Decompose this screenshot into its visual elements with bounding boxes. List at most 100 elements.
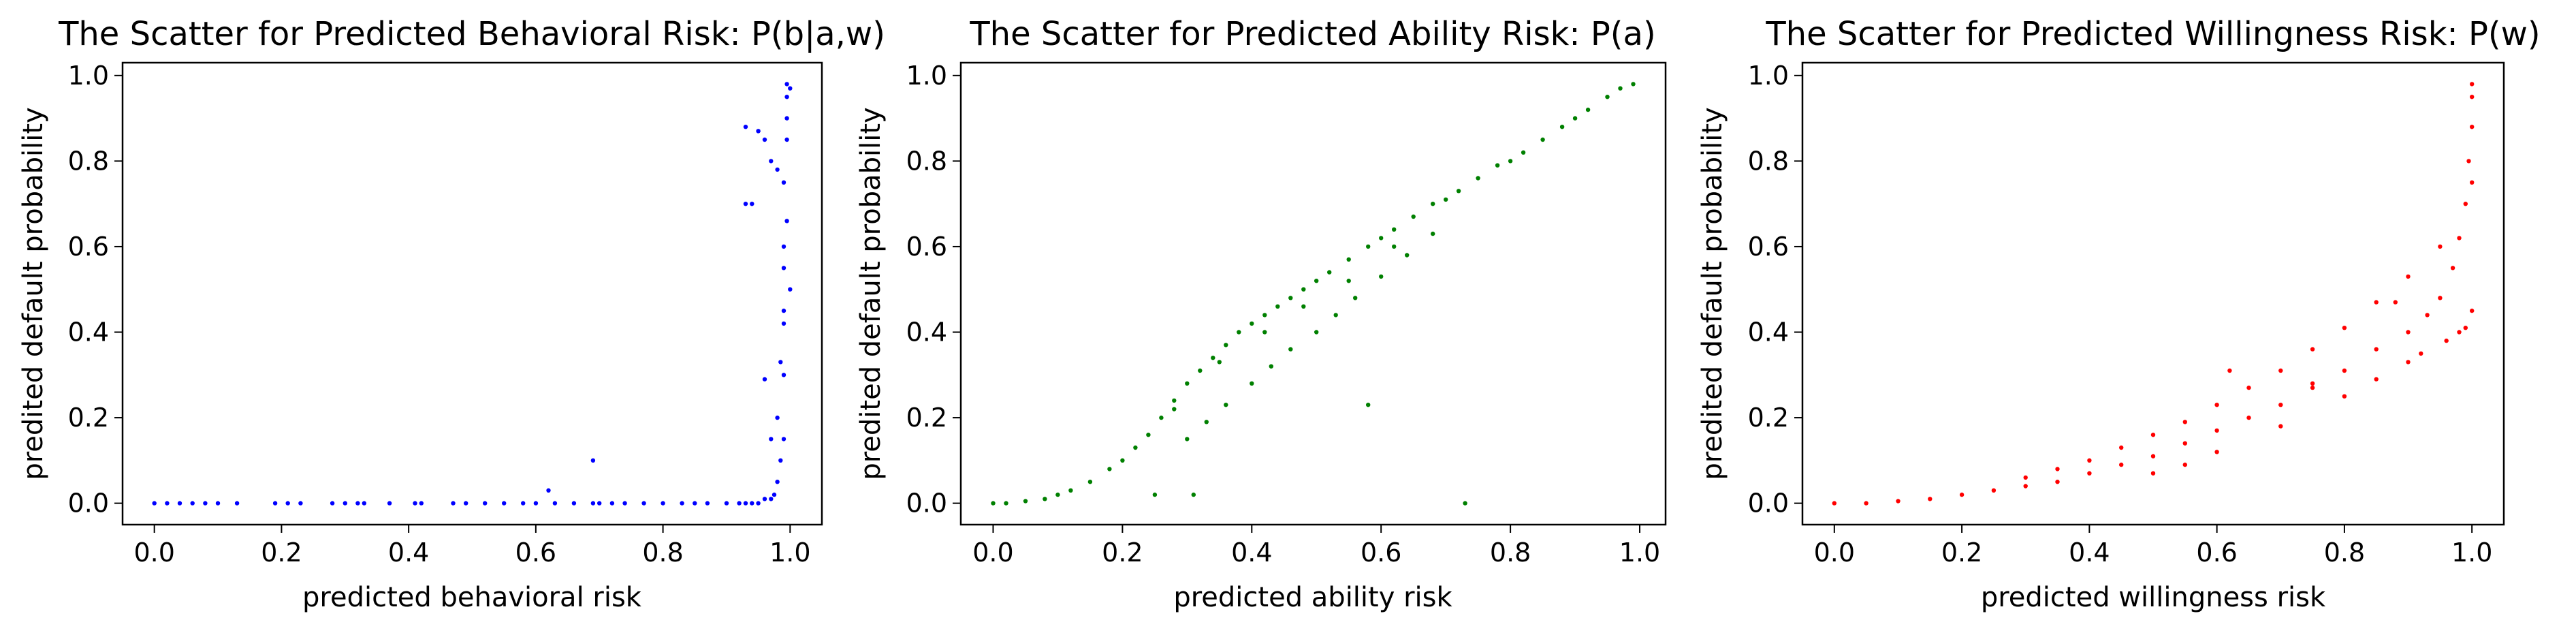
scatter-point	[762, 377, 767, 382]
scatter-point	[2438, 244, 2443, 249]
y-tick-label: 0.0	[68, 489, 109, 518]
y-tick-label: 0.2	[68, 403, 109, 433]
x-tick-label: 0.8	[642, 538, 683, 568]
scatter-point	[991, 501, 996, 506]
scatter-point	[1618, 86, 1623, 91]
y-axis-ticks: 0.0 0.2 0.4 0.6 0.8 1.0	[1748, 61, 1802, 518]
scatter-point	[781, 266, 786, 270]
y-tick-label: 0.8	[68, 146, 109, 176]
x-tick-label: 0.0	[133, 538, 174, 568]
scatter-point	[1392, 244, 1397, 249]
scatter-point	[1275, 304, 1280, 309]
scatter-point	[2214, 428, 2219, 433]
scatter-point	[2150, 433, 2156, 437]
scatter-point	[2463, 202, 2468, 206]
scatter-point	[330, 501, 335, 506]
scatter-point	[234, 501, 240, 506]
scatter-point	[2419, 351, 2423, 356]
scatter-point	[1269, 364, 1274, 369]
scatter-point	[1832, 501, 1836, 506]
scatter-point	[464, 501, 468, 506]
scatter-point	[177, 501, 182, 506]
scatter-point	[1262, 313, 1267, 318]
scatter-point	[772, 492, 777, 497]
scatter-point	[2214, 403, 2219, 407]
scatter-point	[2444, 338, 2449, 343]
y-axis-ticks: 0.0 0.2 0.4 0.6 0.8 1.0	[906, 61, 961, 518]
scatter-point	[2227, 368, 2232, 373]
scatter-point	[1631, 82, 1636, 87]
scatter-point	[1959, 492, 1965, 497]
scatter-point	[778, 360, 783, 365]
scatter-point	[2470, 82, 2475, 87]
scatter-point	[743, 125, 748, 129]
scatter-point	[2087, 458, 2092, 463]
scatter-point	[1314, 279, 1319, 283]
scatter-point	[2406, 274, 2411, 279]
scatter-point	[2182, 441, 2187, 446]
scatter-point	[2055, 480, 2060, 484]
scatter-point	[1185, 437, 1190, 442]
plot-frame	[959, 61, 1667, 526]
scatter-point	[743, 501, 748, 506]
scatter-point	[1211, 356, 1215, 360]
scatter-point	[1327, 270, 1332, 275]
scatter-point	[775, 167, 780, 172]
x-tick-label: 0.8	[2324, 538, 2365, 568]
y-axis-label: predited default probability	[18, 107, 49, 480]
scatter-point	[2342, 394, 2347, 399]
scatter-point	[1605, 95, 1610, 99]
scatter-point	[781, 180, 786, 185]
scatter-point	[1540, 137, 1545, 142]
scatter-point	[1521, 150, 1526, 155]
scatter-point	[1068, 488, 1073, 493]
scatter-point	[2278, 403, 2283, 407]
scatter-point	[1224, 403, 1228, 407]
scatter-point	[1301, 287, 1306, 292]
scatter-point	[2246, 385, 2251, 390]
scatter-point	[1314, 330, 1319, 335]
x-axis-ticks: 0.0 0.2 0.4 0.6 0.8 1.0	[133, 525, 811, 568]
scatter-point	[762, 137, 767, 142]
scatter-point	[2310, 347, 2315, 352]
scatter-point	[483, 501, 488, 506]
scatter-point	[152, 501, 157, 506]
scatter-point	[609, 501, 615, 506]
scatter-point	[1262, 330, 1267, 335]
scatter-point	[784, 137, 789, 142]
x-tick-label: 0.8	[1490, 538, 1531, 568]
scatter-point	[2393, 300, 2398, 305]
scatter-point	[1431, 202, 1435, 206]
scatter-point	[1463, 501, 1467, 506]
scatter-point	[750, 202, 754, 206]
scatter-point	[2457, 330, 2462, 335]
x-axis-ticks: 0.0 0.2 0.4 0.6 0.8 1.0	[1814, 525, 2492, 568]
scatter-point	[165, 501, 170, 506]
scatter-point	[590, 458, 596, 463]
scatter-point	[1288, 296, 1293, 300]
scatter-point	[1301, 304, 1306, 309]
scatter-point	[781, 437, 786, 442]
scatter-point	[2214, 450, 2219, 454]
scatter-point	[1250, 381, 1254, 386]
scatter-point	[2087, 471, 2092, 476]
scatter-point	[1896, 499, 1901, 504]
scatter-point	[769, 437, 774, 442]
x-tick-label: 0.4	[2069, 538, 2110, 568]
scatter-point	[272, 501, 278, 506]
scatter-point	[2278, 368, 2283, 373]
scatter-point	[762, 497, 767, 501]
x-tick-label: 0.0	[972, 538, 1013, 568]
scatter-point	[2310, 381, 2315, 386]
scatter-point	[1864, 501, 1869, 506]
chart-title: The Scatter for Predicted Ability Risk: …	[969, 15, 1655, 53]
scatter-point	[1224, 343, 1228, 347]
scatter-point	[2246, 415, 2251, 420]
scatter-point	[1333, 313, 1338, 318]
scatter-point	[1055, 492, 1060, 497]
scatter-point	[1107, 467, 1112, 471]
scatter-point	[2023, 475, 2028, 480]
scatter-point	[784, 95, 789, 99]
scatter-point	[1379, 274, 1384, 279]
scatter-point	[343, 501, 347, 506]
